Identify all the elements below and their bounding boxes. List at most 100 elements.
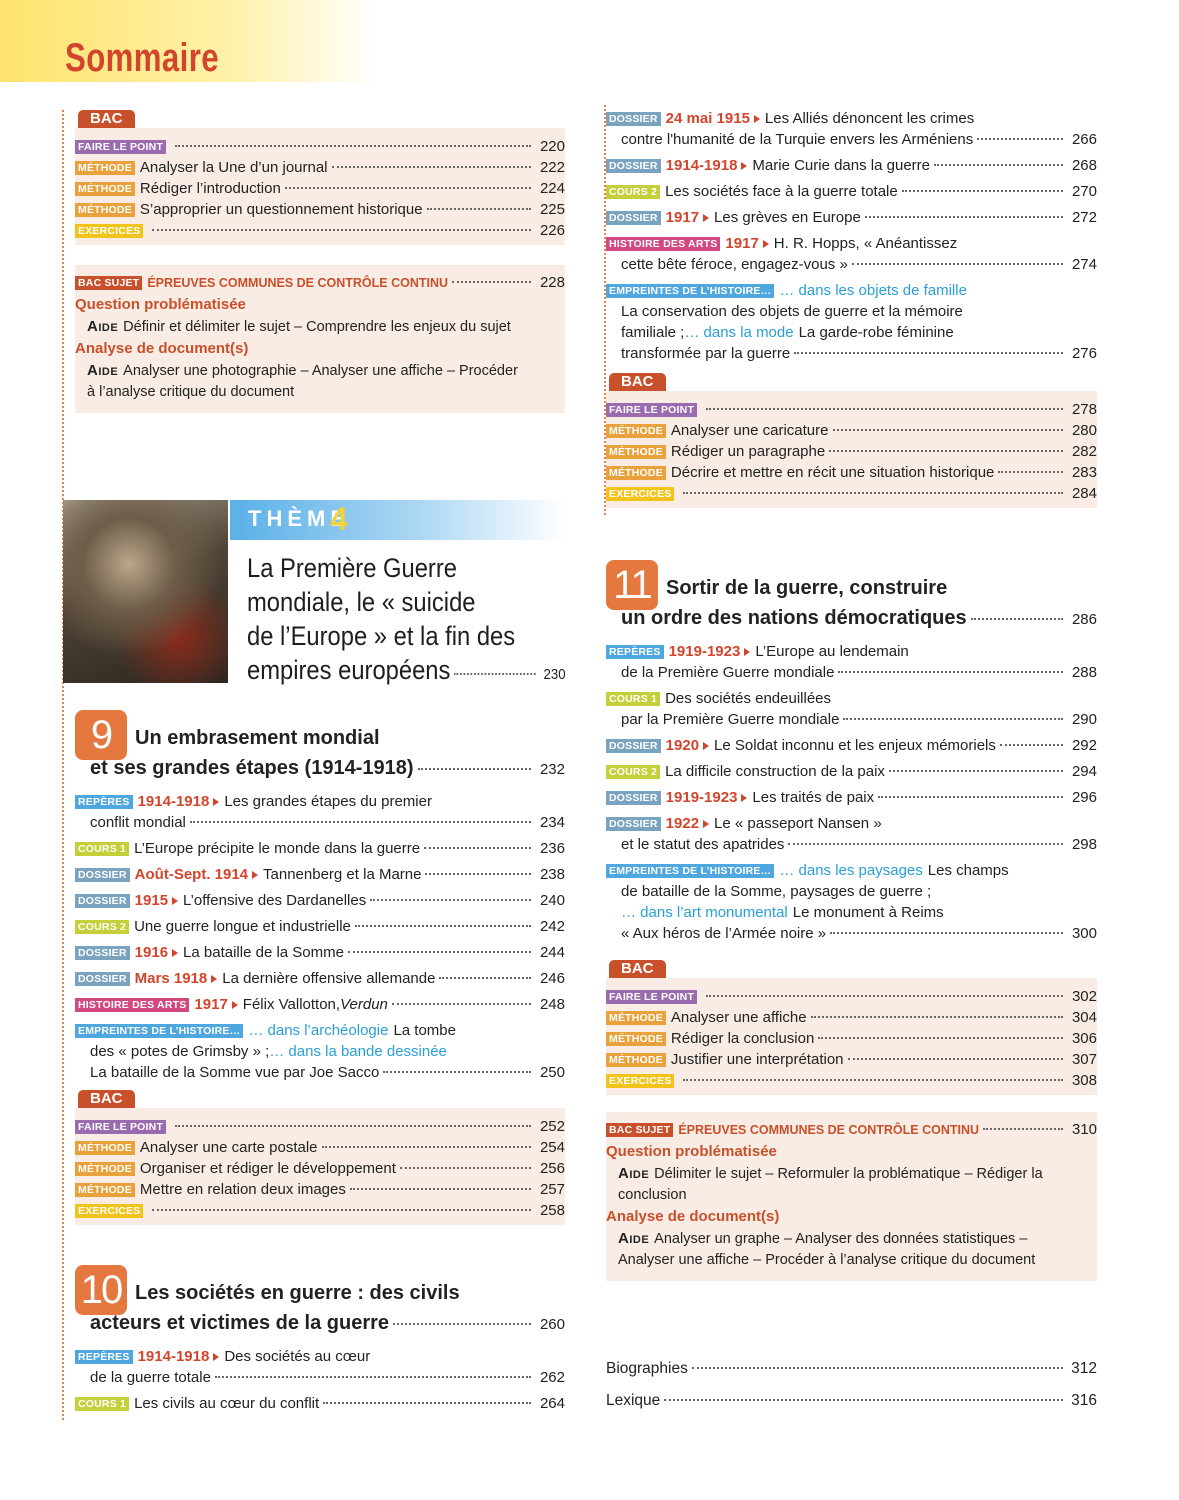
arrow	[741, 161, 748, 170]
chapter-heading: 9 Un embrasement mondial et ses grandes ét…	[75, 710, 565, 786]
aide-text: Analyser un graphe – Analyser des donnée…	[654, 1231, 1028, 1247]
tag-badge: DOSSIER	[75, 867, 130, 882]
entry-text: La difficile construction de la paix	[665, 763, 885, 780]
theme-band: THÈME 4	[230, 500, 565, 540]
entry-text: conflit mondial	[90, 814, 186, 831]
page-number: 308	[1071, 1072, 1097, 1089]
page-number: 222	[539, 159, 565, 176]
entry-text: … dans l’archéologie	[248, 1022, 389, 1039]
toc-entry: MÉTHODE Justifier une interprétation 307	[606, 1049, 1097, 1070]
entry-line: EMPREINTES DE L’HISTOIRE… … dans les obje…	[606, 280, 1097, 301]
entry-line: DOSSIER 1919-1923 Les traités de paix 296	[606, 787, 1097, 808]
toc-entry: MÉTHODE Organiser et rédiger le développe…	[75, 1158, 565, 1179]
toc-entry: DOSSIER 1920 Le Soldat inconnu et les enje…	[606, 735, 1097, 756]
dot-leader	[983, 1128, 1063, 1130]
dot-leader	[664, 1399, 1063, 1401]
entry-line: REPÈRES 1914-1918 Les grandes étapes du pr…	[75, 791, 565, 812]
arrow	[172, 948, 179, 957]
entry-line: COURS 2 Les sociétés face à la guerre tot…	[606, 181, 1097, 202]
dot-leader	[683, 492, 1063, 494]
entry-line: REPÈRES 1919-1923 L’Europe au lendemain	[606, 641, 1097, 662]
dot-leader	[788, 843, 1063, 845]
tag-badge: EXERCICES	[606, 486, 675, 501]
entry-line: COURS 2 Une guerre longue et industrielle…	[75, 916, 565, 937]
toc-entry: MÉTHODE Analyser une carte postale 254	[75, 1137, 565, 1158]
entry-date: 24 mai 1915	[665, 110, 750, 127]
dot-leader	[934, 164, 1063, 166]
dot-leader	[399, 1167, 531, 1169]
toc-block: 9 Un embrasement mondial et ses grandes ét…	[75, 710, 565, 1083]
page-number: 280	[1071, 422, 1097, 439]
bac-box: FAIRE LE POINT 220 MÉTHODE Analyser la Une …	[75, 128, 565, 245]
entry-date: 1917	[725, 235, 759, 252]
tag-badge: COURS 1	[75, 841, 130, 856]
entry-date: 1914-1918	[137, 793, 210, 810]
page-number: 276	[1071, 345, 1097, 362]
arrow	[744, 647, 751, 656]
entry-text: Marie Curie dans la guerre	[752, 157, 930, 174]
title-text: empires européens	[247, 655, 451, 685]
entry-line: MÉTHODE Rédiger un paragraphe 282	[606, 441, 1097, 462]
dot-leader	[832, 429, 1063, 431]
entry-text: La tombe	[393, 1022, 456, 1039]
entry-line: par la Première Guerre mondiale 290	[606, 709, 1097, 730]
dot-leader	[878, 796, 1063, 798]
entry-line: EXERCICES 284	[606, 483, 1097, 504]
aide-line: Aide Délimiter le sujet – Reformuler la p…	[606, 1163, 1097, 1185]
page-number: 226	[539, 222, 565, 239]
aide-label: Aide	[618, 1230, 650, 1247]
dot-leader	[323, 1402, 531, 1404]
entry-line: MÉTHODE Analyser une affiche 304	[606, 1007, 1097, 1028]
page-number: 274	[1071, 256, 1097, 273]
tag-badge: DOSSIER	[606, 210, 661, 225]
tag-badge: BAC SUJET	[606, 1123, 674, 1137]
entry-text: La bataille de la Somme vue par Joe Sacc…	[90, 1064, 380, 1081]
theme-title-line: La Première Guerre	[247, 551, 566, 585]
entry-line: REPÈRES 1914-1918 Des sociétés au cœur	[75, 1346, 565, 1367]
dot-leader	[851, 263, 1063, 265]
dot-leader	[847, 1058, 1063, 1060]
entry-line: COURS 1 Les civils au cœur du conflit 264	[75, 1393, 565, 1414]
toc-entry: MÉTHODE Analyser une affiche 304	[606, 1007, 1097, 1028]
page-number: 244	[539, 944, 565, 961]
page-number: 238	[539, 866, 565, 883]
entry-text: Des sociétés au cœur	[224, 1348, 371, 1365]
dot-leader	[383, 1071, 531, 1073]
tag-badge: MÉTHODE	[75, 160, 135, 175]
entry-text: Les grèves en Europe	[714, 209, 861, 226]
entry-text: Analyser une caricature	[670, 422, 829, 439]
toc-entry: COURS 1 Les civils au cœur du conflit 264	[75, 1393, 565, 1414]
page-number: 290	[1071, 711, 1097, 728]
entry-line: DOSSIER 24 mai 1915 Les Alliés dénoncent l…	[606, 108, 1097, 129]
tag-badge: DOSSIER	[606, 158, 661, 173]
entry-text: Le Soldat inconnu et les enjeux mémoriel…	[714, 737, 996, 754]
sujet-box: BAC SUJET ÉPREUVES COMMUNES DE CONTRÔLE C…	[606, 1112, 1097, 1281]
dot-leader	[391, 1003, 531, 1005]
toc-entry: EXERCICES 258	[75, 1200, 565, 1221]
tag-badge: EXERCICES	[606, 1073, 675, 1088]
tag-badge: DOSSIER	[606, 111, 661, 126]
entry-line: FAIRE LE POINT 278	[606, 399, 1097, 420]
tag-badge: DOSSIER	[75, 945, 130, 960]
page-number: 264	[539, 1395, 565, 1412]
page-title: Sommaire	[65, 36, 219, 80]
tag-badge: EMPREINTES DE L’HISTOIRE…	[606, 863, 775, 878]
entry-date: 1920	[665, 737, 700, 754]
entry-line: MÉTHODE Rédiger la conclusion 306	[606, 1028, 1097, 1049]
chapter-title: et ses grandes étapes (1914-1918)	[90, 757, 414, 779]
page-number: 258	[539, 1202, 565, 1219]
tag-badge: COURS 2	[606, 184, 661, 199]
tag-badge: FAIRE LE POINT	[606, 402, 698, 417]
toc-entry: REPÈRES 1914-1918 Les grandes étapes du pr…	[75, 791, 565, 833]
entry-date: 1917	[194, 996, 228, 1013]
tag-badge: MÉTHODE	[75, 202, 135, 217]
entry-text: « Aux héros de l’Armée noire »	[621, 925, 827, 942]
page-number: 306	[1071, 1030, 1097, 1047]
page-number: 220	[539, 138, 565, 155]
part-heading: Question problématisée	[75, 296, 246, 313]
theme-title-line: mondiale, le « suicide	[247, 585, 566, 619]
page-number: 307	[1071, 1051, 1097, 1068]
entry-line: COURS 1 L’Europe précipite le monde dans …	[75, 838, 565, 859]
arrow	[213, 797, 220, 806]
entry-text: … dans la bande dessinée	[269, 1043, 447, 1060]
